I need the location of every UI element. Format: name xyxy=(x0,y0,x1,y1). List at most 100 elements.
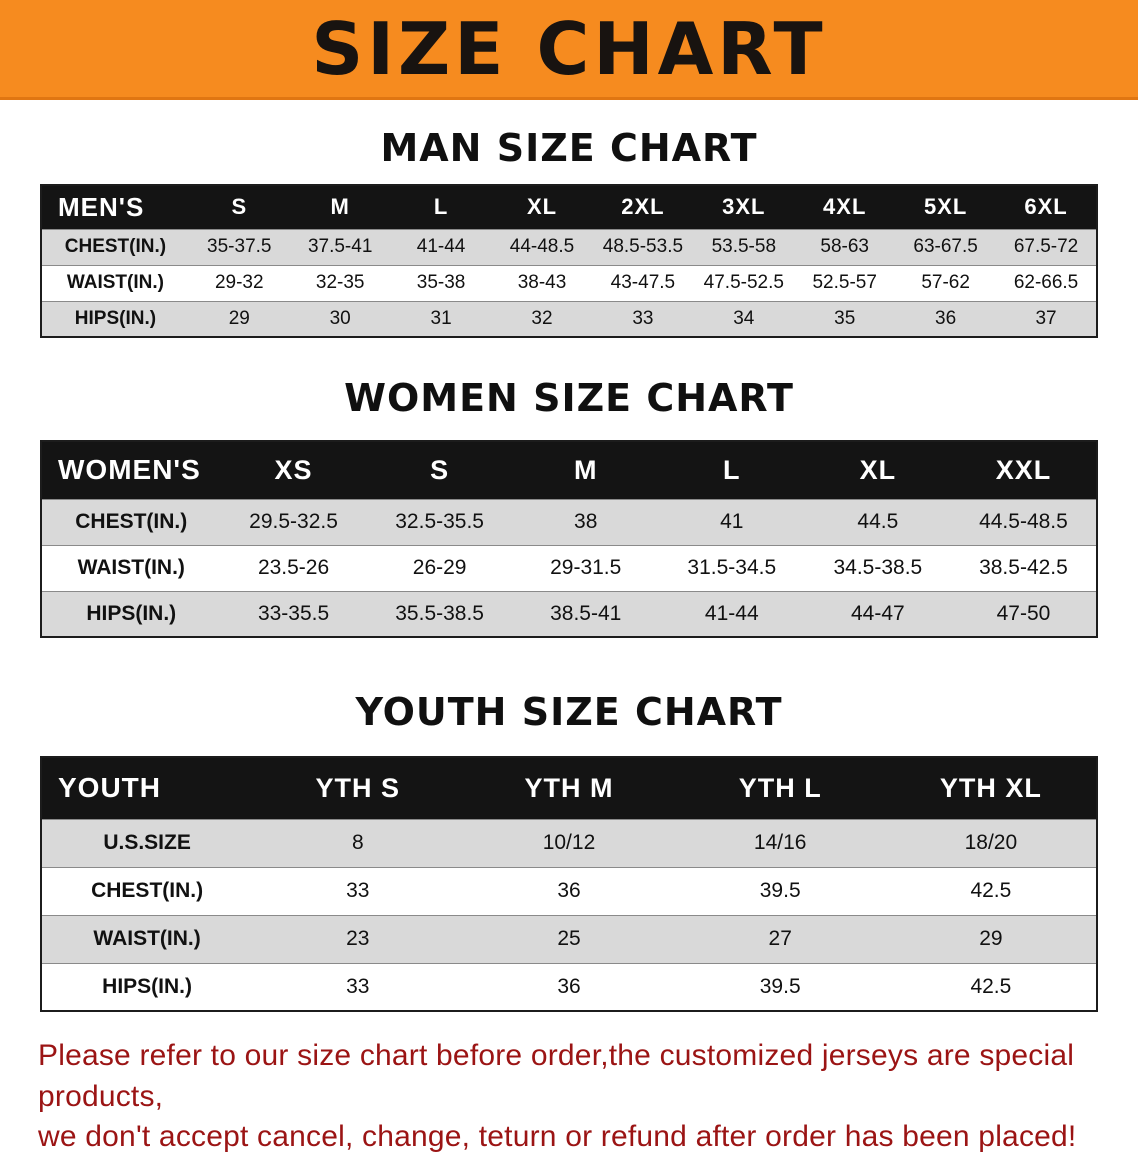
men-size-section: MAN SIZE CHART MEN'S S M L XL 2XL 3XL 4XL 5XL 6XL… xyxy=(0,126,1138,338)
size-value: 57-62 xyxy=(921,272,970,293)
size-value: 26-29 xyxy=(412,556,467,579)
table-header-row: WOMEN'S XS S M L XL XXL xyxy=(41,441,1097,499)
row-label: HIPS(IN.) xyxy=(74,307,157,329)
table-header-row: MEN'S S M L XL 2XL 3XL 4XL 5XL 6XL xyxy=(41,185,1097,229)
size-value: 35 xyxy=(834,307,856,329)
row-label: WAIST(IN.) xyxy=(77,556,185,579)
size-column-header: 4XL xyxy=(823,194,867,220)
size-value: 32-35 xyxy=(315,272,365,293)
size-value: 27 xyxy=(768,927,792,950)
size-value: 44-48.5 xyxy=(509,236,575,257)
size-value: 33 xyxy=(346,879,370,902)
size-value: 44-47 xyxy=(851,601,905,625)
table-row: WAIST(IN.) 29-32 32-35 35-38 38-43 43-47.5 47.… xyxy=(41,265,1097,301)
size-column-header: YTH S xyxy=(315,772,401,803)
row-label: U.S.SIZE xyxy=(103,831,191,854)
size-column-header: XXL xyxy=(995,454,1052,485)
table-header-row: YOUTH YTH S YTH M YTH L YTH XL xyxy=(41,757,1097,819)
size-value: 23 xyxy=(346,927,370,950)
size-column-header: 5XL xyxy=(923,194,968,220)
size-value: 42.5 xyxy=(970,974,1012,998)
size-column-header: S xyxy=(430,454,450,485)
size-value: 33-35.5 xyxy=(257,601,330,625)
size-value: 31.5-34.5 xyxy=(687,556,777,579)
size-value: 42.5 xyxy=(970,879,1012,902)
size-value: 34.5-38.5 xyxy=(833,556,923,579)
size-column-header: XS xyxy=(274,454,313,485)
size-value: 58-63 xyxy=(820,236,870,257)
size-value: 39.5 xyxy=(759,879,801,902)
size-value: 36 xyxy=(557,879,581,902)
row-label: CHEST(IN.) xyxy=(75,510,188,533)
size-value: 10/12 xyxy=(542,831,596,854)
size-value: 29 xyxy=(979,927,1003,950)
women-size-table: WOMEN'S XS S M L XL XXL CHEST(IN.) 29.5-32.5 32.5… xyxy=(40,440,1098,638)
table-row: HIPS(IN.) 29 30 31 32 33 34 35 36 37 xyxy=(41,301,1097,337)
table-label-header: MEN'S xyxy=(58,191,145,222)
size-value: 44.5 xyxy=(857,510,899,533)
row-label: HIPS(IN.) xyxy=(86,601,177,625)
size-value: 29-32 xyxy=(214,272,264,293)
youth-size-table: YOUTH YTH S YTH M YTH L YTH XL U.S.SIZE 8 10/12… xyxy=(40,756,1098,1012)
size-value: 29.5-32.5 xyxy=(249,510,338,533)
size-value: 52.5-57 xyxy=(812,272,877,293)
table-row: HIPS(IN.) 33 36 39.5 42.5 xyxy=(41,963,1097,1011)
size-value: 30 xyxy=(329,307,351,329)
size-value: 31 xyxy=(430,307,452,329)
size-value: 37 xyxy=(1035,307,1057,329)
women-section-heading: WOMEN SIZE CHART xyxy=(344,376,794,420)
size-value: 41 xyxy=(720,510,744,533)
size-value: 36 xyxy=(557,974,581,998)
footer-notice: Please refer to our size chart before or… xyxy=(0,1036,1138,1158)
size-value: 38-43 xyxy=(517,272,567,293)
size-value: 67.5-72 xyxy=(1013,236,1079,257)
table-row: WAIST(IN.) 23 25 27 29 xyxy=(41,915,1097,963)
size-column-header: XL xyxy=(526,194,558,220)
size-value: 29-31.5 xyxy=(550,556,622,579)
youth-section-heading: YOUTH SIZE CHART xyxy=(355,690,783,734)
size-column-header: S xyxy=(231,194,248,220)
size-value: 32 xyxy=(531,307,553,329)
size-column-header: YTH L xyxy=(738,772,822,803)
size-value: 44.5-48.5 xyxy=(979,510,1068,533)
size-value: 36 xyxy=(935,307,957,329)
table-label-header: WOMEN'S xyxy=(58,454,201,486)
size-value: 38.5-42.5 xyxy=(979,556,1068,579)
size-value: 23.5-26 xyxy=(257,556,330,579)
size-column-header: M xyxy=(573,454,598,485)
row-label: WAIST(IN.) xyxy=(66,272,164,293)
size-column-header: YTH XL xyxy=(939,772,1042,803)
size-value: 25 xyxy=(557,927,581,950)
size-value: 38.5-41 xyxy=(550,601,622,625)
size-value: 47-50 xyxy=(996,601,1051,625)
size-column-header: 6XL xyxy=(1024,194,1068,220)
size-value: 35.5-38.5 xyxy=(395,601,484,625)
row-label: CHEST(IN.) xyxy=(91,879,204,902)
size-value: 33 xyxy=(346,974,370,998)
notice-line-2: we don't accept cancel, change, teturn o… xyxy=(38,1120,1077,1153)
size-column-header: 2XL xyxy=(621,194,665,220)
size-value: 38 xyxy=(574,510,598,533)
youth-size-section: YOUTH SIZE CHART YOUTH YTH S YTH M YTH L YTH… xyxy=(0,690,1138,1012)
size-value: 47.5-52.5 xyxy=(703,272,784,293)
size-value: 48.5-53.5 xyxy=(602,236,684,257)
size-column-header: XL xyxy=(859,454,897,485)
men-size-table: MEN'S S M L XL 2XL 3XL 4XL 5XL 6XL CHEST(IN.) 35-37… xyxy=(40,184,1098,338)
table-row: U.S.SIZE 8 10/12 14/16 18/20 xyxy=(41,819,1097,867)
page-title: SIZE CHART xyxy=(311,6,827,91)
size-column-header: M xyxy=(330,194,350,220)
size-value: 32.5-35.5 xyxy=(395,510,484,533)
size-column-header: YTH M xyxy=(524,772,614,803)
size-value: 53.5-58 xyxy=(711,236,777,257)
table-row: CHEST(IN.) 35-37.5 37.5-41 41-44 44-48.5 48.5… xyxy=(41,229,1097,265)
women-size-section: WOMEN SIZE CHART WOMEN'S XS S M L XL XXL CHEST(… xyxy=(0,376,1138,638)
table-label-header: YOUTH xyxy=(58,772,161,804)
row-label: CHEST(IN.) xyxy=(64,236,167,257)
row-label: HIPS(IN.) xyxy=(102,974,193,998)
row-label: WAIST(IN.) xyxy=(93,927,201,950)
table-row: CHEST(IN.) 29.5-32.5 32.5-35.5 38 41 44.5 44.5… xyxy=(41,499,1097,545)
size-value: 18/20 xyxy=(964,831,1018,854)
size-value: 8 xyxy=(351,831,364,854)
table-row: WAIST(IN.) 23.5-26 26-29 29-31.5 31.5-34.5 34… xyxy=(41,545,1097,591)
